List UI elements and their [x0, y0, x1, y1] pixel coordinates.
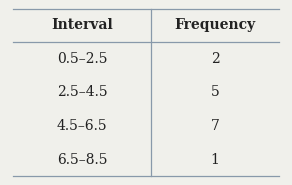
- Text: 7: 7: [211, 119, 220, 133]
- Text: 1: 1: [211, 153, 220, 166]
- Text: 2: 2: [211, 52, 220, 66]
- Text: 0.5–2.5: 0.5–2.5: [57, 52, 107, 66]
- Text: 4.5–6.5: 4.5–6.5: [57, 119, 107, 133]
- Text: Interval: Interval: [51, 18, 113, 32]
- Text: Frequency: Frequency: [175, 18, 256, 32]
- Text: 2.5–4.5: 2.5–4.5: [57, 85, 107, 100]
- Text: 6.5–8.5: 6.5–8.5: [57, 153, 107, 166]
- Text: 5: 5: [211, 85, 220, 100]
